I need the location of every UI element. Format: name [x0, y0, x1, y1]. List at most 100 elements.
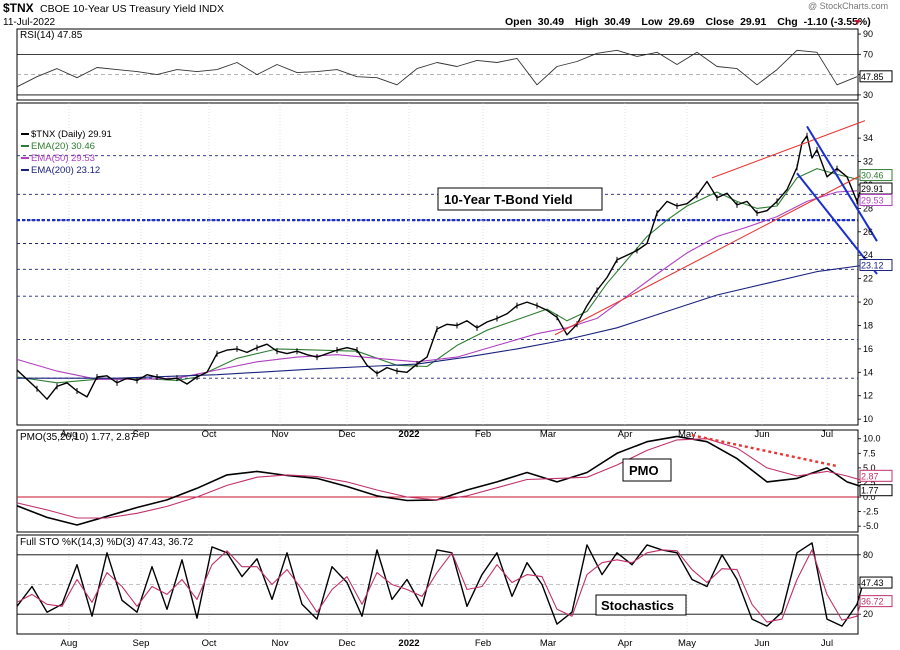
price-axis-tick-label: 18 — [863, 320, 873, 330]
rsi-title: RSI(14) 47.85 — [20, 30, 83, 41]
sto-month-label: Oct — [202, 638, 217, 649]
sto-month-label: Dec — [339, 638, 356, 649]
sto-annotation: Stochastics — [601, 598, 674, 613]
sto-title: Full STO %K(14,3) %D(3) 47.43, 36.72 — [20, 537, 194, 548]
sto-annotation-box — [595, 594, 687, 616]
price-axis-tick-label: 26 — [863, 227, 873, 237]
sto-d-value-label: 36.72 — [861, 597, 884, 607]
price-month-label: Aug — [61, 429, 78, 440]
legend-label-ema200: EMA(200) 23.12 — [31, 165, 100, 176]
sto-k-value-label-box — [859, 576, 893, 589]
rsi-axis-tick-label: 30 — [863, 90, 873, 100]
open-value: 30.49 — [538, 16, 564, 28]
ema200-value-label: 23.12 — [861, 261, 884, 271]
legend-label-ema20: EMA(20) 30.46 — [31, 141, 95, 152]
instrument-name: CBOE 10-Year US Treasury Yield INDX — [40, 3, 224, 15]
close-label: Close — [706, 16, 735, 28]
price-axis-tick-label: 34 — [863, 133, 873, 143]
pmo-signal-value-label: 2.87 — [861, 471, 879, 481]
sto-d-value-label-box — [859, 595, 893, 608]
pmo-axis-tick-label: 0.0 — [863, 492, 876, 502]
chart-date: 11-Jul-2022 — [3, 17, 56, 28]
price-trend-line-trend_red — [711, 120, 866, 179]
sto-month-label: Aug — [61, 638, 78, 649]
price-series-ema200 — [17, 264, 863, 379]
price-axis-tick-label: 10 — [863, 414, 873, 424]
legend-label-ema50: EMA(50) 29.53 — [31, 153, 95, 164]
sto-k-value-label: 47.43 — [861, 578, 884, 588]
high-label: High — [575, 16, 598, 28]
price-trend-line-channel_blue — [806, 125, 878, 242]
rsi-series-line — [16, 49, 858, 88]
pmo-annotation-box — [622, 458, 672, 482]
price-annotation-box — [437, 187, 603, 211]
price-month-label: Jun — [754, 429, 769, 440]
price-series-ema20 — [16, 168, 858, 384]
sto-month-label: Jul — [821, 638, 833, 649]
rsi-axis-tick-label: 90 — [863, 29, 873, 39]
price-month-label: 2022 — [398, 429, 419, 440]
high-value: 30.49 — [604, 16, 630, 28]
sto-month-label: Nov — [272, 638, 289, 649]
sto-month-label: Mar — [540, 638, 556, 649]
ema20-value-label-box — [859, 169, 893, 182]
price-month-label: Mar — [540, 429, 556, 440]
price-panel-frame — [16, 102, 859, 426]
rsi-panel-frame — [16, 28, 859, 101]
price-month-label: Sep — [133, 429, 150, 440]
ema50-value-label-box — [859, 193, 893, 206]
price-series-price — [16, 135, 863, 400]
price-axis-tick-label: 28 — [863, 203, 873, 213]
price-value-label: 29.91 — [861, 184, 884, 194]
sto-month-label: Feb — [475, 638, 491, 649]
price-axis-tick-label: 14 — [863, 367, 873, 377]
pmo-dotted-trend-line — [691, 434, 838, 468]
pmo-axis-tick-label: -5.0 — [863, 521, 879, 531]
sto-series-pmo_signal — [16, 549, 863, 623]
chg-value: -1.10 (-3.55%) — [804, 16, 871, 28]
symbol: $TNX — [3, 1, 34, 15]
pmo-axis-tick-label: 2.5 — [863, 477, 876, 487]
price-axis-tick-label: 24 — [863, 250, 873, 260]
price-month-label: Jul — [821, 429, 833, 440]
price-month-label: Nov — [272, 429, 289, 440]
close-value: 29.91 — [740, 16, 766, 28]
sto-series-price — [16, 542, 863, 627]
legend-label-price: $TNX (Daily) 29.91 — [31, 129, 112, 140]
pmo-series-pmo_signal — [16, 438, 863, 519]
sto-month-label: May — [678, 638, 696, 649]
price-annotation: 10-Year T-Bond Yield — [444, 192, 573, 207]
pmo-panel-frame — [16, 429, 859, 533]
pmo-value-label: 1.77 — [861, 486, 879, 496]
rsi-value-label-box — [859, 70, 893, 83]
price-month-label: Dec — [339, 429, 356, 440]
open-label: Open — [505, 16, 532, 28]
ema200-value-label-box — [859, 259, 893, 272]
price-axis-tick-label: 12 — [863, 391, 873, 401]
sto-month-label: Jun — [754, 638, 769, 649]
ohlc-readout: Open 30.49 High 30.49 Low 29.69 Close 29… — [505, 16, 871, 28]
pmo-value-label-box — [859, 484, 893, 497]
price-month-label: Oct — [202, 429, 217, 440]
sto-month-label: 2022 — [398, 638, 419, 649]
price-trend-line-trend_red — [554, 172, 866, 336]
pmo-title: PMO(35,20,10) 1.77, 2.87 — [20, 432, 136, 443]
rsi-axis-tick-label: 70 — [863, 49, 873, 59]
low-value: 29.69 — [668, 16, 694, 28]
ema50-value-label: 29.53 — [861, 195, 884, 205]
pmo-axis-tick-label: 7.5 — [863, 448, 876, 458]
rsi-value-label: 47.85 — [861, 72, 884, 82]
price-axis-tick-label: 16 — [863, 344, 873, 354]
chg-label: Chg — [777, 16, 797, 28]
price-axis-tick-label: 20 — [863, 297, 873, 307]
price-month-label: Apr — [618, 429, 633, 440]
low-label: Low — [641, 16, 663, 28]
price-month-label: May — [678, 429, 696, 440]
pmo-series-price — [16, 435, 863, 526]
price-axis-tick-label: 22 — [863, 274, 873, 284]
pmo-axis-tick-label: 10.0 — [863, 434, 881, 444]
pmo-signal-value-label-box — [859, 469, 893, 482]
price-axis-tick-label: 32 — [863, 157, 873, 167]
triangle-down-icon: ▼ — [853, 17, 862, 27]
